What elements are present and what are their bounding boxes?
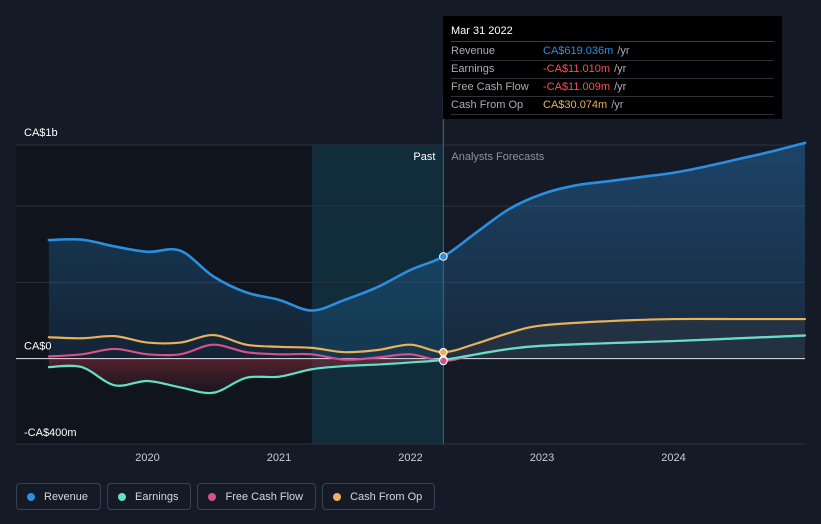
tooltip-value: -CA$11.009m: [543, 81, 611, 93]
legend-label: Revenue: [44, 490, 89, 503]
y-tick-label: CA$1b: [24, 127, 58, 139]
legend-dot-icon: [27, 492, 35, 501]
cash-from-op-line: [47, 317, 807, 354]
legend-dot-icon: [333, 492, 342, 501]
legend: Revenue Earnings Free Cash Flow Cash Fro…: [16, 483, 436, 510]
revenue-line: [47, 141, 807, 312]
cash-from-op-marker: [439, 347, 448, 357]
tooltip-label: Cash From Op: [451, 99, 524, 111]
tooltip-value: -CA$11.010m: [543, 63, 611, 75]
x-tick-label: 2021: [267, 452, 291, 464]
legend-item-cash-from-op[interactable]: Cash From Op: [322, 483, 436, 510]
tooltip-row-free-cash-flow: Free Cash Flow -CA$11.009m /yr: [451, 79, 774, 97]
past-label: Past: [413, 151, 435, 163]
earnings-negative-area: [48, 358, 805, 393]
x-tick-label: 2023: [530, 452, 554, 464]
legend-label: Earnings: [135, 490, 179, 503]
tooltip-label: Revenue: [451, 45, 496, 57]
y-tick-label: CA$0: [24, 341, 52, 353]
legend-dot-icon: [118, 492, 127, 501]
tooltip-row-earnings: Earnings -CA$11.010m /yr: [451, 61, 774, 79]
tooltip-value: CA$619.036m: [543, 45, 614, 57]
tooltip-date: Mar 31 2022: [451, 24, 774, 42]
legend-dot-icon: [208, 492, 217, 501]
legend-item-earnings[interactable]: Earnings: [107, 483, 192, 510]
legend-item-free-cash-flow[interactable]: Free Cash Flow: [197, 483, 317, 510]
x-tick-label: 2022: [398, 452, 422, 464]
legend-label: Free Cash Flow: [225, 490, 304, 503]
forecast-label: Analysts Forecasts: [451, 151, 544, 163]
tooltip-unit: /yr: [617, 45, 630, 57]
cash-from-op-area: [443, 319, 805, 359]
tooltip-row-cash-from-op: Cash From Op CA$30.074m /yr: [451, 97, 774, 115]
tooltip-label: Earnings: [451, 63, 495, 75]
tooltip-row-revenue: Revenue CA$619.036m /yr: [451, 43, 774, 61]
x-tick-label: 2024: [661, 452, 685, 464]
revenue-area: [48, 142, 805, 359]
tooltip-unit: /yr: [614, 81, 627, 93]
x-tick-label: 2020: [135, 452, 159, 464]
legend-label: Cash From Op: [350, 490, 423, 503]
y-tick-label: -CA$400m: [24, 427, 77, 439]
tooltip-label: Free Cash Flow: [451, 81, 529, 93]
free-cash-flow-marker: [439, 356, 448, 366]
revenue-marker: [439, 252, 448, 261]
legend-item-revenue[interactable]: Revenue: [16, 483, 102, 510]
tooltip-unit: /yr: [611, 99, 624, 111]
tooltip-unit: /yr: [614, 63, 627, 75]
earnings-line: [47, 334, 807, 395]
tooltip: Mar 31 2022 Revenue CA$619.036m /yr Earn…: [443, 16, 782, 119]
tooltip-value: CA$30.074m: [543, 99, 608, 111]
